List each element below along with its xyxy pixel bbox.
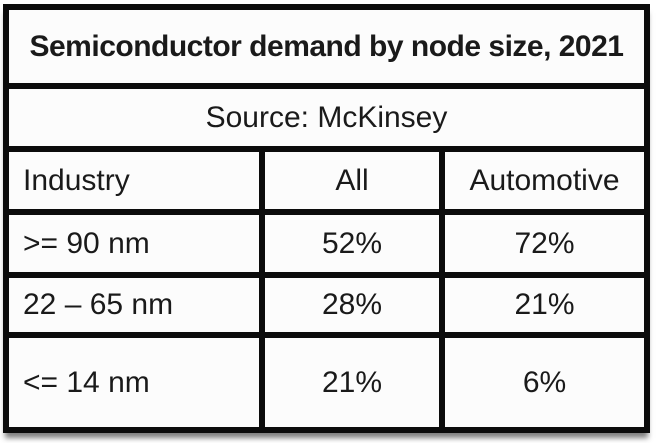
column-header-industry: Industry xyxy=(23,163,130,197)
industry-cell: 22 – 65 nm xyxy=(23,288,174,321)
table-source-row: Source: McKinsey xyxy=(9,89,644,152)
table-row: <= 14 nm 21% 6% xyxy=(9,338,644,427)
automotive-value-cell: 6% xyxy=(522,365,567,399)
industry-cell: >= 90 nm xyxy=(23,226,150,260)
source-label: Source: McKinsey xyxy=(205,100,448,134)
table-row: 22 – 65 nm 28% 21% xyxy=(9,278,644,338)
all-value-cell: 21% xyxy=(259,338,445,427)
table-header-row: Industry All Automotive xyxy=(9,152,644,215)
table-title-row: Semiconductor demand by node size, 2021 xyxy=(9,10,644,89)
table-row: >= 90 nm 52% 72% xyxy=(9,215,644,278)
column-header-all: All xyxy=(259,152,445,209)
all-value-cell: 28% xyxy=(259,278,445,332)
table-title: Semiconductor demand by node size, 2021 xyxy=(29,29,624,63)
automotive-value-cell: 21% xyxy=(514,288,575,321)
demand-table: Semiconductor demand by node size, 2021 … xyxy=(3,4,650,433)
column-header-automotive: Automotive xyxy=(469,163,620,197)
industry-cell: <= 14 nm xyxy=(23,365,150,399)
automotive-value-cell: 72% xyxy=(514,226,575,260)
all-value-cell: 52% xyxy=(259,215,445,272)
